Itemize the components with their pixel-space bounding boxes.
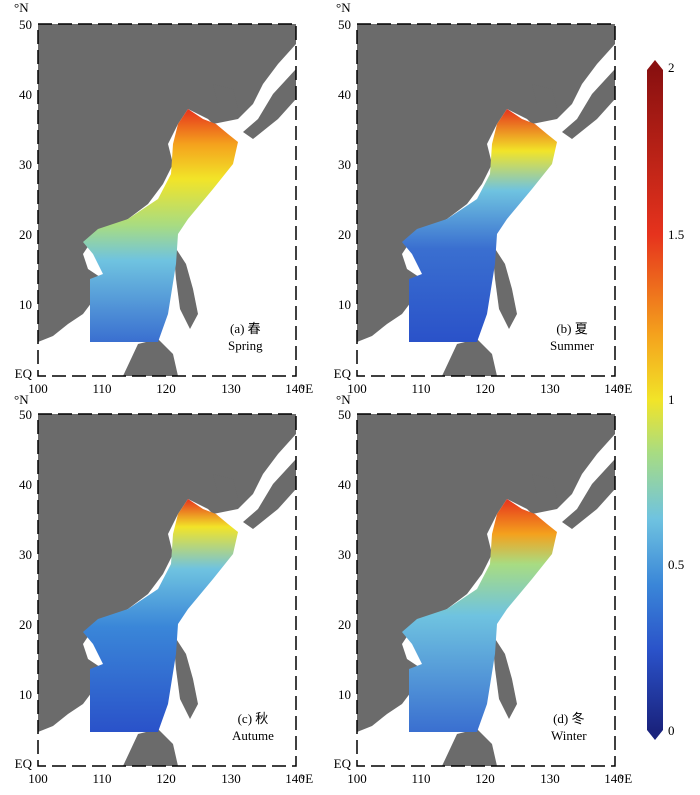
lat-tick-b-50: 50 [338,17,351,32]
lon-tick-c-120: 120 [156,771,176,786]
map-panel-c [37,413,297,767]
lon-tick-d-110: 110 [411,771,431,786]
land-borneo [123,339,178,376]
lat-tick-b-10: 10 [338,297,351,312]
lat-unit-d: °N [336,392,351,407]
lon-tick-d-130: 130 [540,771,560,786]
lat-unit-c: °N [14,392,29,407]
lon-unit-b: °E [619,381,633,396]
lat-tick-d-50: 50 [338,407,351,422]
panel-season-a: Spring [228,338,263,353]
panel-label-b: (b) 夏 [556,321,588,336]
lat-tick-b-40: 40 [338,87,351,102]
map-panel-b [356,23,616,377]
panel-title-c: (c) 秋 Autume [232,710,274,744]
panel-season-c: Autume [232,728,274,743]
panel-title-d: (d) 冬 Winter [551,710,587,744]
lon-unit-a: °E [300,381,314,396]
colorbar-gradient [647,70,663,730]
lon-tick-c-100: 100 [28,771,48,786]
lon-unit-d: °E [619,771,633,786]
lat-tick-c-10: 10 [19,687,32,702]
lat-tick-c-20: 20 [19,617,32,632]
colorbar [647,60,663,740]
colorbar-top-arrow [647,60,663,70]
lat-tick-d-30: 30 [338,547,351,562]
lat-tick-c-50: 50 [19,407,32,422]
colorbar-tick-2: 2 [668,60,675,75]
lat-unit-a: °N [14,0,29,15]
land-philippines [173,244,198,329]
lat-tick-d-10: 10 [338,687,351,702]
lon-tick-a-120: 120 [156,381,176,396]
lon-tick-a-110: 110 [92,381,112,396]
lat-tick-c-30: 30 [19,547,32,562]
lat-tick-a-10: 10 [19,297,32,312]
lat-tick-d-40: 40 [338,477,351,492]
lat-tick-c-eq: EQ [14,756,32,771]
lon-tick-a-100: 100 [28,381,48,396]
lat-tick-a-50: 50 [19,17,32,32]
panel-title-a: (a) 春 Spring [228,320,263,354]
lat-unit-b: °N [336,0,351,15]
panel-title-b: (b) 夏 Summer [550,320,594,354]
lat-tick-d-eq: EQ [333,756,351,771]
land-korea [213,84,238,119]
panel-season-d: Winter [551,728,587,743]
lat-tick-a-40: 40 [19,87,32,102]
panel-label-c: (c) 秋 [237,711,269,726]
panel-label-d: (d) 冬 [553,711,585,726]
lon-tick-a-130: 130 [221,381,241,396]
lon-tick-d-100: 100 [347,771,367,786]
sea-data-region [83,109,238,342]
map-panel-d [356,413,616,767]
colorbar-tick-1: 1 [668,392,675,407]
panel-season-b: Summer [550,338,595,353]
colorbar-tick-1.5: 1.5 [668,227,685,242]
lon-tick-b-100: 100 [347,381,367,396]
lon-tick-d-140: 140 [604,771,624,786]
colorbar-tick-0.5: 0.5 [668,557,685,572]
lon-tick-a-140: 140 [285,381,305,396]
lat-tick-d-20: 20 [338,617,351,632]
map-panel-a [37,23,297,377]
lon-tick-c-110: 110 [92,771,112,786]
lat-tick-a-30: 30 [19,157,32,172]
panel-label-a: (a) 春 [229,321,261,336]
lat-tick-b-eq: EQ [333,366,351,381]
lat-tick-b-30: 30 [338,157,351,172]
lon-tick-b-130: 130 [540,381,560,396]
lon-tick-b-120: 120 [475,381,495,396]
lon-tick-b-140: 140 [604,381,624,396]
lat-tick-b-20: 20 [338,227,351,242]
lon-tick-d-120: 120 [475,771,495,786]
colorbar-tick-0: 0 [668,723,675,738]
lat-tick-a-20: 20 [19,227,32,242]
lat-tick-a-eq: EQ [14,366,32,381]
lon-unit-c: °E [300,771,314,786]
lat-tick-c-40: 40 [19,477,32,492]
colorbar-bottom-arrow [647,730,663,740]
lon-tick-c-130: 130 [221,771,241,786]
land-japan [243,69,296,139]
lon-tick-c-140: 140 [285,771,305,786]
lon-tick-b-110: 110 [411,381,431,396]
